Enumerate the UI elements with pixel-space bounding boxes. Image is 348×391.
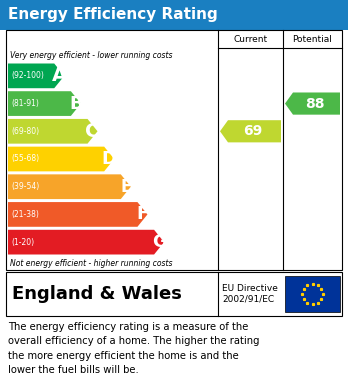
- Text: G: G: [152, 233, 166, 251]
- Bar: [285, 276, 340, 312]
- Text: B: B: [69, 95, 83, 113]
- Text: The energy efficiency rating is a measure of the
overall efficiency of a home. T: The energy efficiency rating is a measur…: [8, 322, 260, 375]
- Text: Potential: Potential: [293, 34, 332, 43]
- Text: Very energy efficient - lower running costs: Very energy efficient - lower running co…: [10, 51, 173, 60]
- Text: D: D: [102, 150, 117, 168]
- Polygon shape: [8, 91, 81, 116]
- Text: Energy Efficiency Rating: Energy Efficiency Rating: [8, 7, 218, 23]
- Text: EU Directive
2002/91/EC: EU Directive 2002/91/EC: [222, 284, 278, 304]
- Text: E: E: [120, 178, 132, 196]
- Polygon shape: [8, 63, 64, 88]
- Text: (69-80): (69-80): [11, 127, 39, 136]
- Text: (92-100): (92-100): [11, 71, 44, 81]
- Bar: [0, 0, 348, 30]
- Polygon shape: [220, 120, 281, 142]
- Text: (55-68): (55-68): [11, 154, 39, 163]
- Polygon shape: [8, 174, 131, 199]
- Polygon shape: [8, 202, 148, 227]
- Polygon shape: [8, 119, 97, 143]
- Text: (21-38): (21-38): [11, 210, 39, 219]
- Text: (39-54): (39-54): [11, 182, 39, 191]
- Text: Not energy efficient - higher running costs: Not energy efficient - higher running co…: [10, 259, 173, 268]
- Text: England & Wales: England & Wales: [12, 285, 182, 303]
- Polygon shape: [8, 147, 114, 171]
- Bar: [6, 30, 342, 270]
- Bar: [6, 272, 342, 316]
- Polygon shape: [285, 93, 340, 115]
- Text: C: C: [85, 122, 100, 141]
- Text: 88: 88: [305, 97, 324, 111]
- Text: Current: Current: [234, 34, 268, 43]
- Text: (81-91): (81-91): [11, 99, 39, 108]
- Polygon shape: [8, 230, 164, 255]
- Text: 69: 69: [243, 124, 262, 138]
- Text: (1-20): (1-20): [11, 238, 34, 247]
- Text: F: F: [136, 205, 149, 223]
- Text: A: A: [52, 66, 67, 85]
